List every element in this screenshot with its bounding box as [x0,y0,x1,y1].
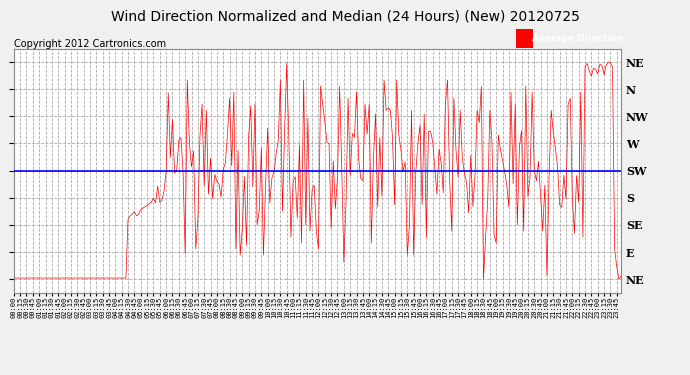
Text: Copyright 2012 Cartronics.com: Copyright 2012 Cartronics.com [14,39,166,50]
Text: Average Direction: Average Direction [533,34,624,43]
Bar [516,29,533,48]
Text: Wind Direction Normalized and Median (24 Hours) (New) 20120725: Wind Direction Normalized and Median (24… [110,9,580,23]
